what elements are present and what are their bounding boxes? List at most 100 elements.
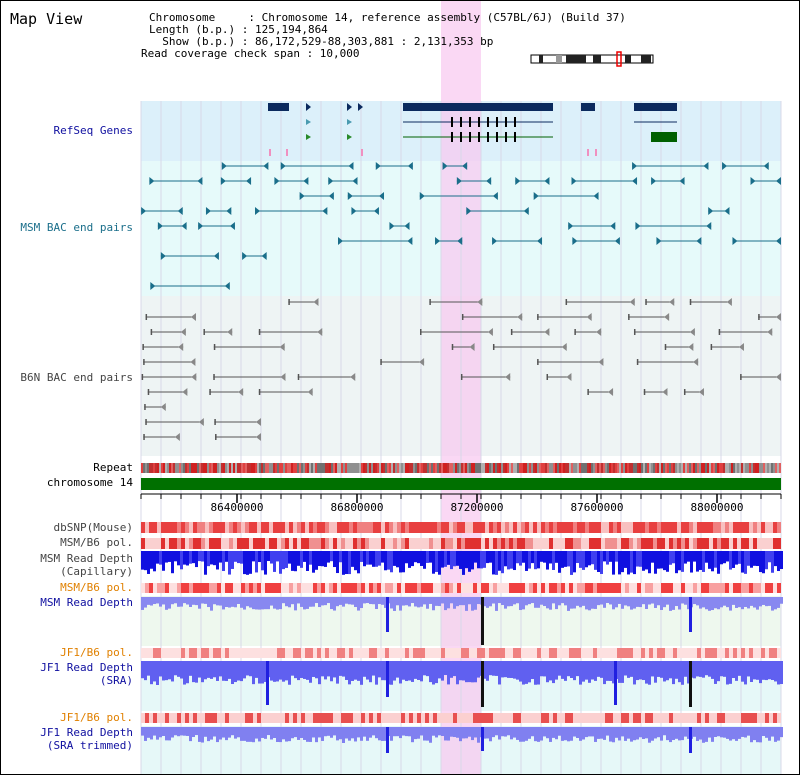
msm-sra-bar <box>633 597 636 609</box>
jf1-sra-bar <box>516 661 519 680</box>
jf1-sra-bar <box>621 661 624 683</box>
jf1-trim-bar <box>492 727 495 738</box>
msm-pol2-cell <box>397 583 401 593</box>
jf1-pol2-cell <box>353 713 357 723</box>
jf1-pol2-cell <box>457 713 461 723</box>
msm-pol2-cell <box>481 583 485 593</box>
gene-arrow <box>306 103 311 111</box>
msm-sra-bar <box>339 597 342 605</box>
repeat-segment <box>399 463 401 473</box>
track-label-jf1-read-depth[interactable]: JF1 Read Depth <box>40 661 133 674</box>
msm-pol2-cell <box>625 583 629 593</box>
jf1-pol-cell <box>321 648 325 658</box>
jf1-trim-bar <box>471 727 474 741</box>
jf1-pol-cell <box>397 648 401 658</box>
jf1-pol2-cell <box>553 713 557 723</box>
msm-sra-bar <box>285 597 288 607</box>
jf1-trim-bar <box>597 727 600 739</box>
msm-pol-cell <box>481 538 485 549</box>
bac-end <box>523 207 529 215</box>
track-label-jf1-b6-pol-2[interactable]: JF1/B6 pol. <box>60 711 133 724</box>
jf1-pol-cell <box>429 648 433 658</box>
jf1-trim-bar <box>738 727 741 739</box>
msm-sra-bar <box>366 597 369 604</box>
msm-pol2-cell <box>517 583 521 593</box>
repeat-segment <box>245 463 247 473</box>
repeat-segment <box>479 463 481 473</box>
dbsnp-cell <box>193 522 197 533</box>
jf1-trim-bar <box>219 727 222 740</box>
track-label-msm-b6-pol-2[interactable]: MSM/B6 pol. <box>60 581 133 594</box>
repeat-segment <box>149 463 151 473</box>
jf1-trim-bar <box>453 727 456 738</box>
msm-pol2-cell <box>393 583 397 593</box>
jf1-pol-cell <box>653 648 657 658</box>
repeat-segment <box>295 463 297 473</box>
jf1-sra-bar <box>762 661 765 680</box>
track-label-msm-read-depth-sra[interactable]: MSM Read Depth <box>40 596 133 609</box>
jf1-pol2-cell <box>289 713 293 723</box>
repeat-segment <box>567 463 569 473</box>
jf1-sra-bar <box>177 661 180 677</box>
jf1-pol-cell <box>357 648 361 658</box>
dbsnp-cell <box>141 522 145 533</box>
msm-pol2-cell <box>761 583 765 593</box>
repeat-segment <box>527 463 529 473</box>
bac-end <box>142 344 144 350</box>
jf1-pol2-cell <box>673 713 677 723</box>
msm-pol2-cell <box>545 583 549 593</box>
jf1-pol-cell <box>413 648 417 658</box>
msm-pol-cell <box>221 538 225 549</box>
msm-depth-bar <box>555 551 558 563</box>
repeat-segment <box>779 463 781 473</box>
repeat-segment <box>397 463 399 473</box>
jf1-sra-bar <box>489 661 492 676</box>
track-label-b6n-bac[interactable]: B6N BAC end pairs <box>20 371 133 384</box>
msm-sra-bar <box>177 597 180 607</box>
jf1-pol-cell <box>405 648 409 658</box>
msm-sra-bar <box>165 597 168 610</box>
msm-depth-bar <box>213 551 216 566</box>
bac-end <box>628 314 630 320</box>
repeat-segment <box>699 463 701 473</box>
jf1-pol2-cell <box>181 713 185 723</box>
repeat-segment <box>697 463 699 473</box>
jf1-pol-cell <box>385 648 389 658</box>
track-label-chromosome[interactable]: chromosome 14 <box>46 476 133 489</box>
track-label-msm-read-depth-cap[interactable]: MSM Read Depth <box>40 552 133 565</box>
msm-pol-cell <box>149 538 153 549</box>
jf1-sra-bar <box>168 661 171 680</box>
jf1-sra-bar <box>669 661 672 679</box>
bac-end <box>566 373 572 381</box>
msm-sra-bar <box>660 597 663 610</box>
msm-sra-bar <box>720 597 723 608</box>
jf1-trim-bar <box>507 727 510 736</box>
track-label-dbsnp[interactable]: dbSNP(Mouse) <box>53 521 133 534</box>
msm-pol2-cell <box>245 583 249 593</box>
msm-depth-bar <box>687 551 690 562</box>
track-label-jf1-b6-pol[interactable]: JF1/B6 pol. <box>60 646 133 659</box>
track-label-msm-b6-pol[interactable]: MSM/B6 pol. <box>60 536 133 549</box>
track-label-repeat[interactable]: Repeat <box>93 461 133 474</box>
repeat-segment <box>573 463 575 473</box>
track-label-jf1-read-depth-trimmed[interactable]: JF1 Read Depth <box>40 726 133 739</box>
repeat-segment <box>441 463 443 473</box>
msm-depth-bar <box>711 551 714 572</box>
jf1-sra-bar <box>714 661 717 684</box>
msm-sra-bar <box>666 597 669 605</box>
msm-depth-bar <box>579 551 582 568</box>
bac-end <box>486 177 492 185</box>
bac-end <box>203 329 205 335</box>
msm-sra-bar <box>765 597 768 607</box>
repeat-segment <box>525 463 527 473</box>
repeat-segment <box>725 463 727 473</box>
repeat-segment <box>715 463 717 473</box>
track-label-msm-bac[interactable]: MSM BAC end pairs <box>20 221 133 234</box>
msm-depth-bar <box>618 551 621 575</box>
jf1-sra-bar <box>657 661 660 677</box>
msm-depth-bar <box>318 551 321 567</box>
track-label-refseq[interactable]: RefSeq Genes <box>53 124 133 137</box>
msm-pol2-cell <box>613 583 617 593</box>
exon <box>478 132 480 142</box>
